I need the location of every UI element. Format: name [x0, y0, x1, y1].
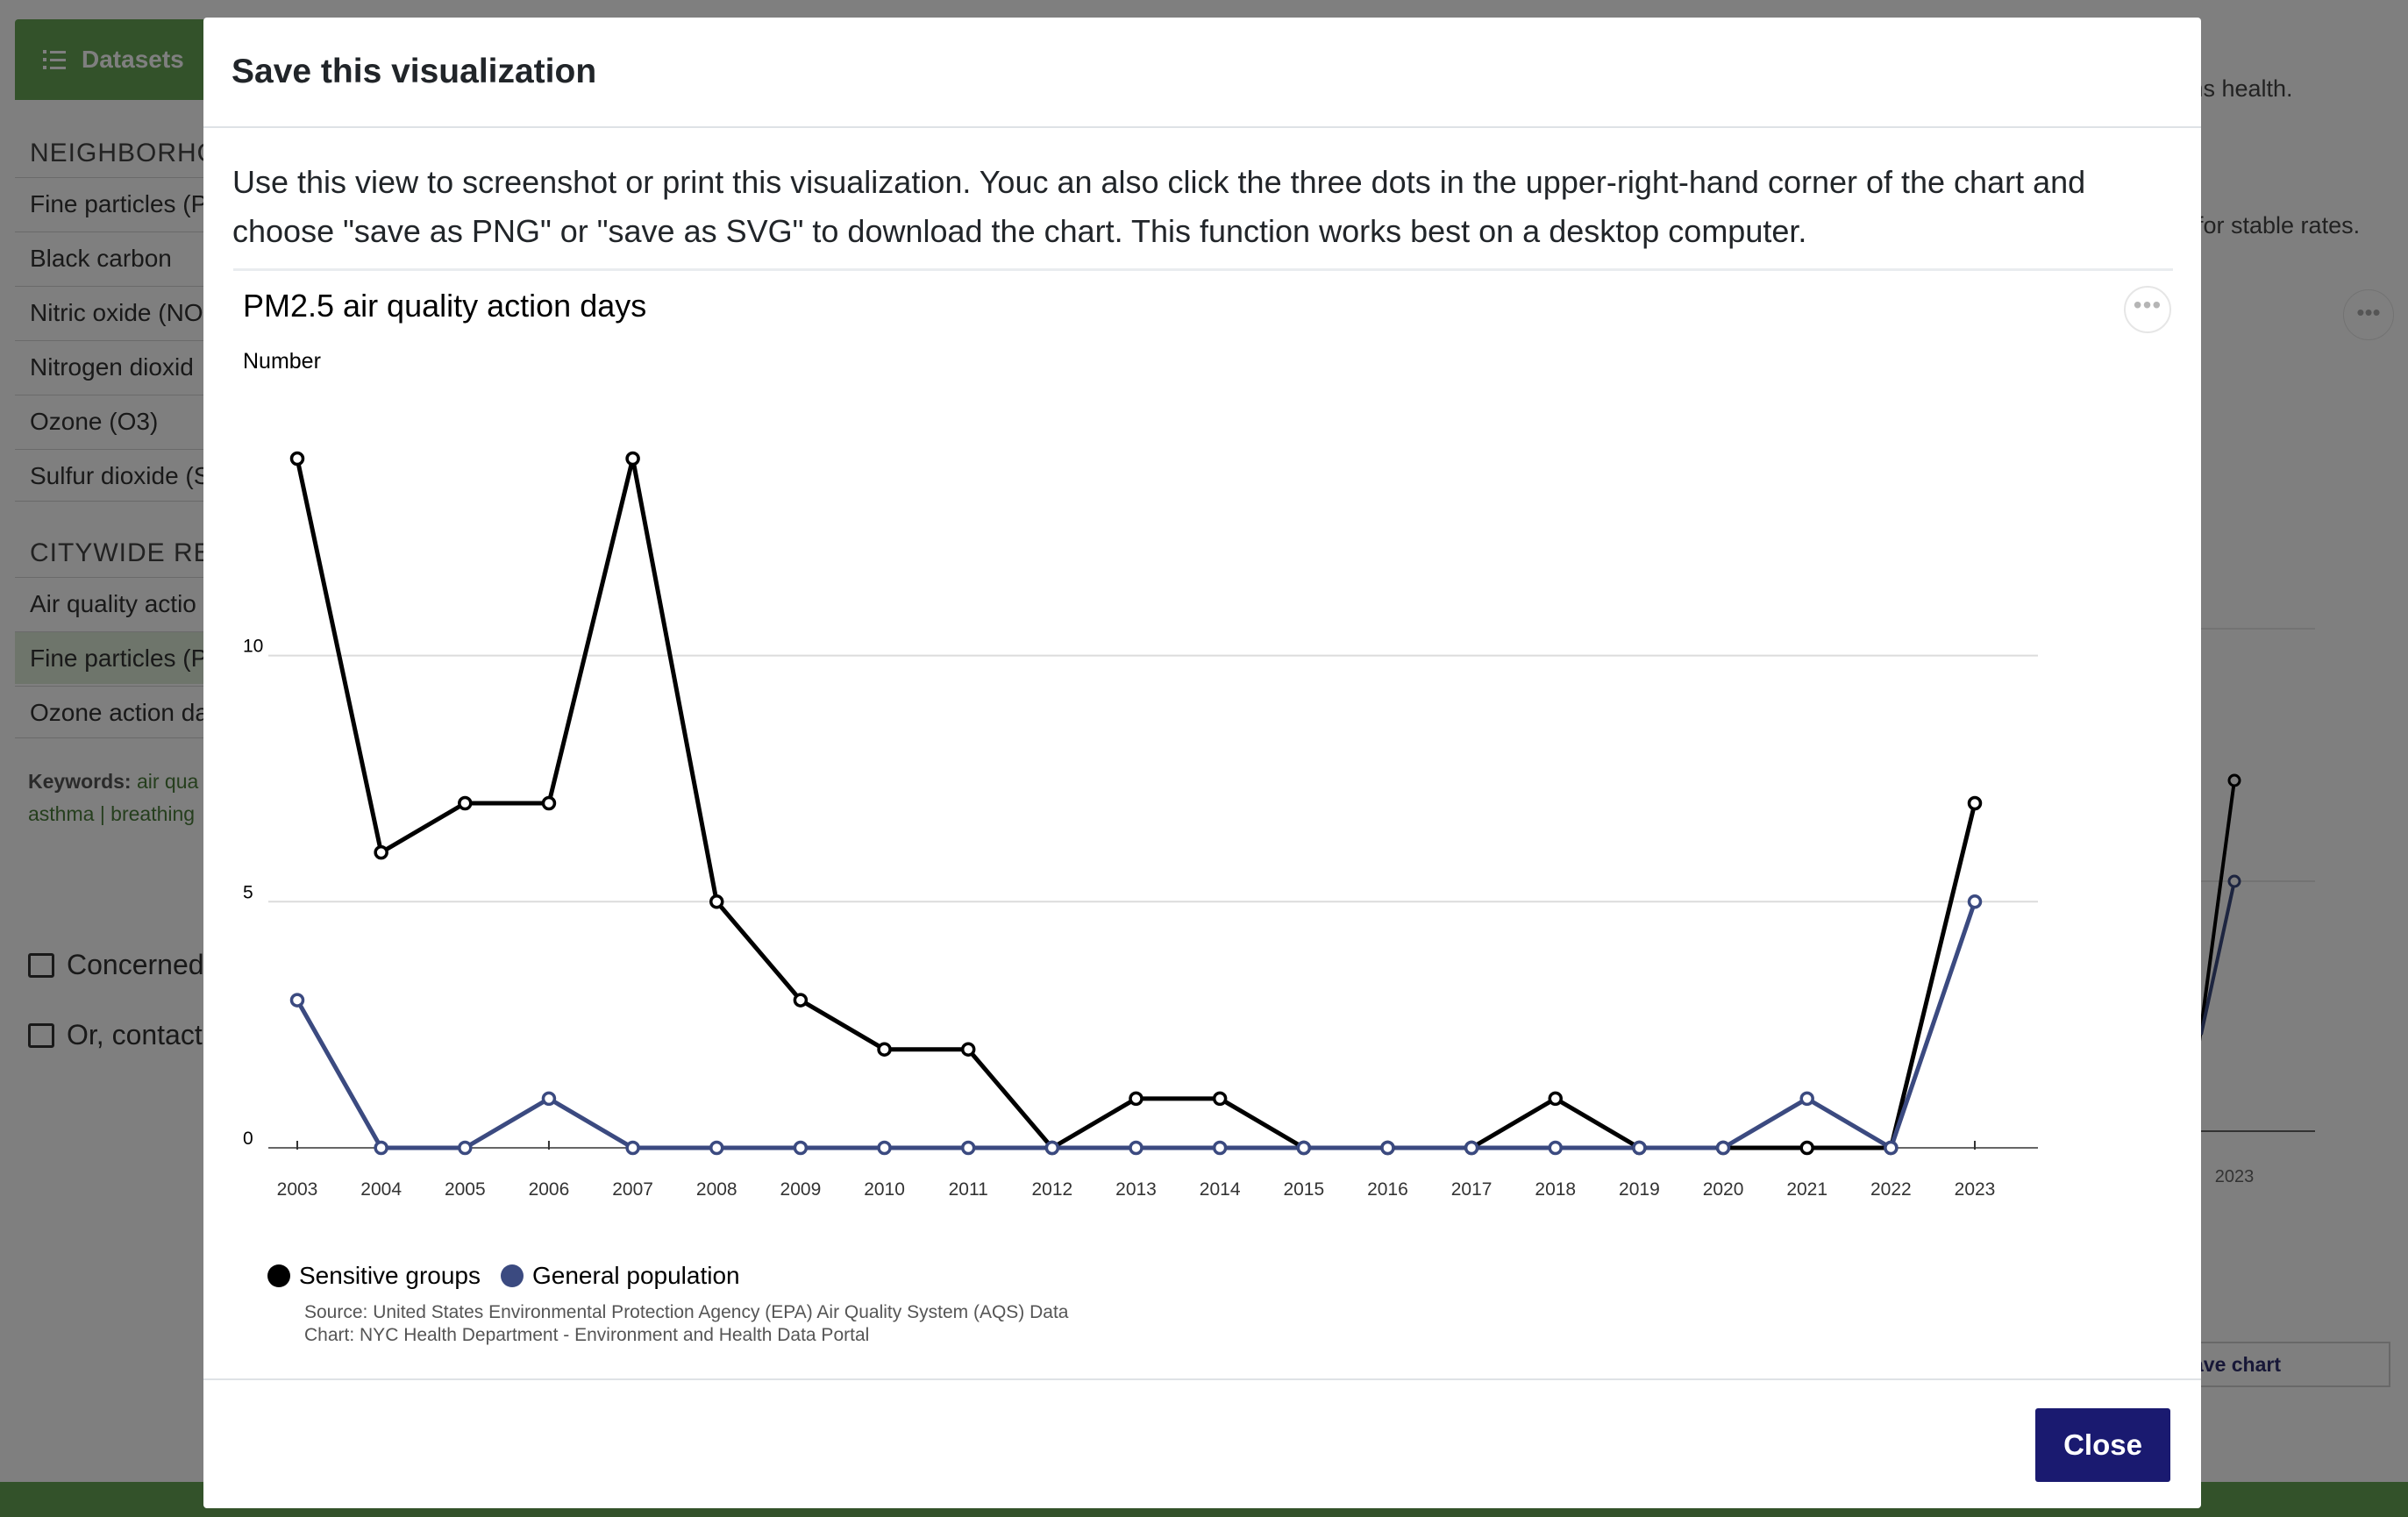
- data-point: [289, 451, 305, 466]
- source-line: Source: United States Environmental Prot…: [304, 1302, 1069, 1322]
- data-point: [793, 1140, 809, 1156]
- legend: Sensitive groups General population: [267, 1262, 740, 1289]
- data-point: [1044, 1140, 1060, 1156]
- x-tick-label: 2005: [445, 1179, 486, 1200]
- data-point: [289, 993, 305, 1008]
- y-axis-title: Number: [243, 349, 321, 374]
- data-point: [458, 795, 473, 811]
- source-line: Chart: NYC Health Department - Environme…: [304, 1325, 869, 1345]
- data-point: [1967, 795, 1983, 811]
- x-tick-label: 2020: [1703, 1179, 1744, 1200]
- data-point: [1464, 1140, 1479, 1156]
- data-point: [1632, 1140, 1647, 1156]
- data-point: [877, 1140, 892, 1156]
- data-point: [625, 1140, 640, 1156]
- x-tick-label: 2015: [1283, 1179, 1324, 1200]
- data-point: [1212, 1140, 1228, 1156]
- legend-label: Sensitive groups: [299, 1262, 481, 1289]
- data-point: [1799, 1140, 1814, 1156]
- data-point: [1715, 1140, 1731, 1156]
- x-tick-label: 2012: [1031, 1179, 1072, 1200]
- data-point: [877, 1042, 892, 1057]
- data-point: [1884, 1140, 1899, 1156]
- data-point: [1129, 1091, 1143, 1107]
- data-point: [541, 1091, 557, 1107]
- modal-title: Save this visualization: [232, 53, 597, 90]
- data-point: [960, 1140, 976, 1156]
- x-tick-label: 2004: [360, 1179, 402, 1200]
- data-point: [1296, 1140, 1312, 1156]
- x-tick-label: 2023: [1955, 1179, 1996, 1200]
- chart-title: PM2.5 air quality action days: [243, 288, 647, 324]
- x-tick-label: 2021: [1786, 1179, 1827, 1200]
- data-point: [709, 1140, 724, 1156]
- data-point: [1129, 1140, 1143, 1156]
- x-tick-label: 2011: [949, 1179, 988, 1200]
- data-point: [458, 1140, 473, 1156]
- data-point: [374, 1140, 388, 1156]
- footer-divider: [203, 1378, 2201, 1380]
- legend-swatch: [501, 1264, 524, 1287]
- x-tick-label: 2010: [864, 1179, 905, 1200]
- x-tick-label: 2003: [277, 1179, 318, 1200]
- x-tick-label: 2022: [1870, 1179, 1912, 1200]
- legend-swatch: [267, 1264, 290, 1287]
- data-point: [625, 451, 640, 466]
- x-tick-label: 2019: [1619, 1179, 1660, 1200]
- x-tick-label: 2013: [1115, 1179, 1157, 1200]
- close-button[interactable]: Close: [2035, 1408, 2170, 1482]
- data-point: [1212, 1091, 1228, 1107]
- x-tick-label: 2014: [1200, 1179, 1241, 1200]
- data-point: [709, 894, 724, 909]
- modal-instructions: Use this view to screenshot or print thi…: [232, 164, 2086, 249]
- y-tick-label: 0: [243, 1129, 253, 1149]
- x-tick-label: 2008: [696, 1179, 737, 1200]
- data-point: [541, 795, 557, 811]
- data-point: [793, 993, 809, 1008]
- y-axis: 0 5 10: [243, 637, 263, 1149]
- data-point: [1967, 894, 1983, 909]
- series: [289, 451, 1983, 1156]
- x-tick-label: 2017: [1451, 1179, 1493, 1200]
- header-divider: [203, 126, 2201, 128]
- x-tick-label: 2009: [780, 1179, 822, 1200]
- x-tick-label: 2016: [1367, 1179, 1408, 1200]
- data-point: [960, 1042, 976, 1057]
- legend-label: General population: [532, 1262, 740, 1289]
- gridlines: [268, 654, 2038, 903]
- data-point: [1380, 1140, 1395, 1156]
- line-chart: 0 5 10 2003 2004 2005 2006 2007 2008 2009 2010 201…: [243, 349, 2038, 1345]
- x-tick-labels: 2003 2004 2005 2006 2007 2008 2009 2010 2011 2012…: [277, 1179, 1996, 1200]
- series-line-1: [295, 901, 1977, 1150]
- x-tick-label: 2007: [612, 1179, 653, 1200]
- chart-source: Source: United States Environmental Prot…: [304, 1302, 1069, 1345]
- data-point: [1799, 1091, 1814, 1107]
- data-point: [1548, 1140, 1563, 1156]
- y-tick-label: 10: [243, 637, 263, 657]
- x-tick-label: 2018: [1535, 1179, 1576, 1200]
- data-point: [1548, 1091, 1563, 1107]
- save-visualization-modal: Save this visualization Use this view to…: [203, 18, 2201, 1508]
- chart-menu-icon[interactable]: •••: [2124, 286, 2171, 333]
- x-tick-label: 2006: [529, 1179, 570, 1200]
- y-tick-label: 5: [243, 882, 253, 902]
- chart-divider: [233, 268, 2173, 271]
- data-point: [374, 844, 388, 860]
